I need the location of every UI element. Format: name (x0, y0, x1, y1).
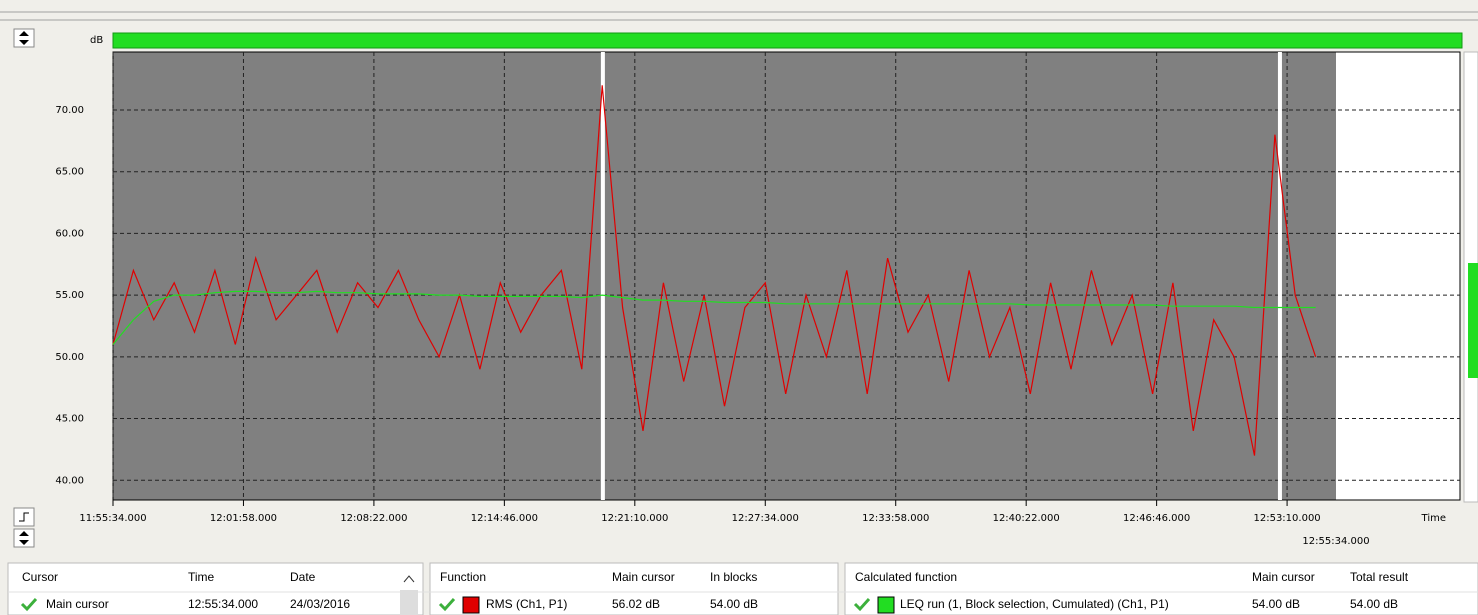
y-tick-label: 65.00 (55, 167, 84, 178)
header: Main cursor (1252, 570, 1315, 584)
x-tick-label: 12:27:34.000 (732, 513, 799, 524)
series-swatch (462, 596, 480, 614)
spin-icon (19, 31, 29, 45)
header: Time (188, 570, 215, 584)
header: Main cursor (612, 570, 675, 584)
x-tick-label: 12:53:10.000 (1253, 513, 1320, 524)
side-level (1468, 263, 1478, 378)
cell: 54.00 dB (1252, 597, 1300, 611)
cursor-panel (7, 562, 424, 615)
cell: 24/03/2016 (290, 597, 350, 611)
y-tick-label: 50.00 (55, 352, 84, 363)
x-tick-label: 11:55:34.000 (79, 513, 146, 524)
cell: 54.00 dB (710, 597, 758, 611)
x-spin-button[interactable] (13, 528, 35, 548)
check-icon (438, 597, 456, 612)
y-tick-label: 60.00 (55, 228, 84, 239)
y-tick-label: 40.00 (55, 475, 84, 486)
plot: 40.00 45.00 50.00 55.00 60.00 65.00 70.00 11:55… (55, 51, 1461, 547)
y-tick-label: 55.00 (55, 290, 84, 301)
x-tick-label: 12:08:22.000 (340, 513, 407, 524)
cell: 12:55:34.000 (188, 597, 258, 611)
y-tick-label: 45.00 (55, 414, 84, 425)
y-unit: dB (90, 35, 103, 46)
cell: RMS (Ch1, P1) (486, 597, 567, 611)
check-icon (20, 597, 38, 612)
x-axis-label: Time (1421, 513, 1446, 524)
header: Calculated function (855, 570, 957, 584)
scroll-arrow[interactable] (403, 575, 415, 583)
y-spin-button[interactable] (13, 28, 35, 48)
x-tick-label: 12:46:46.000 (1123, 513, 1190, 524)
cell: 56.02 dB (612, 597, 660, 611)
spin-icon (19, 531, 29, 545)
series-swatch (877, 596, 895, 614)
x-tick-label: 12:01:58.000 (210, 513, 277, 524)
cell: 54.00 dB (1350, 597, 1398, 611)
selection-bar[interactable] (112, 32, 1463, 49)
x-tick-label: 12:40:22.000 (993, 513, 1060, 524)
calculated-panel (844, 562, 1478, 615)
cell: LEQ run (1, Block selection, Cumulated) … (900, 597, 1169, 611)
function-panel (429, 562, 839, 615)
reset-icon (19, 512, 29, 522)
series-line (112, 290, 1316, 345)
cursor-label: 12:55:34.000 (1302, 536, 1369, 547)
scrollbar[interactable] (400, 590, 418, 615)
header: Total result (1350, 570, 1409, 584)
check-icon (853, 597, 871, 612)
x-tick-label: 12:21:10.000 (601, 513, 668, 524)
header: Cursor (22, 570, 58, 584)
series-line (112, 85, 1317, 456)
plot-area (113, 52, 1460, 500)
x-tick-label: 12:14:46.000 (471, 513, 538, 524)
cell: Main cursor (46, 597, 109, 611)
y-tick-label: 70.00 (55, 105, 84, 116)
x-tick-label: 12:33:58.000 (862, 513, 929, 524)
header: Function (440, 570, 486, 584)
empty-area (1336, 52, 1460, 500)
header: In blocks (710, 570, 757, 584)
header: Date (290, 570, 316, 584)
